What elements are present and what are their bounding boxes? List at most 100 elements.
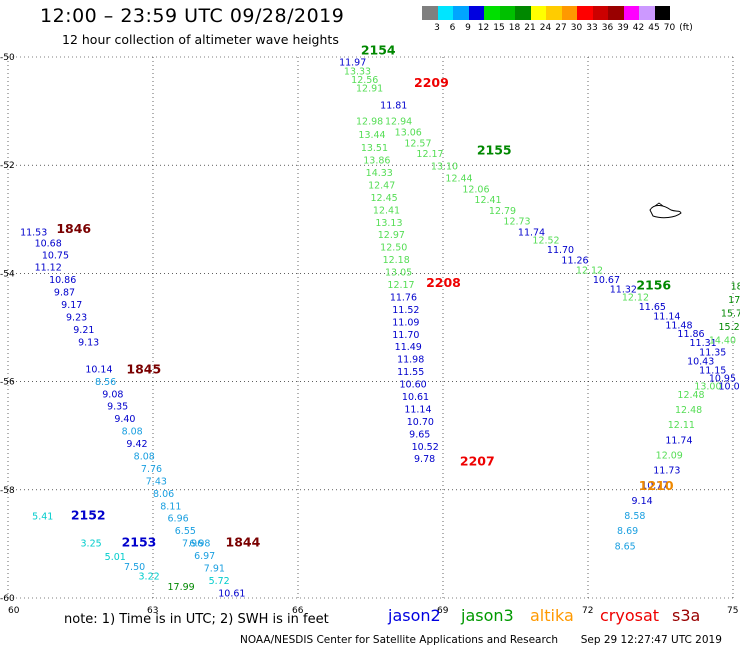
wave-height-reading: 5.41	[32, 512, 53, 523]
lon-tick-label: 63	[147, 606, 158, 616]
wave-height-reading: 12.48	[677, 390, 704, 401]
wave-height-reading: 10.77	[641, 481, 668, 492]
wave-height-reading: 9.21	[73, 325, 94, 336]
legend-swatch	[453, 6, 469, 20]
wave-height-reading: 12.17	[387, 280, 414, 291]
wave-height-reading: 9.78	[414, 454, 435, 465]
wave-height-reading: 13.10	[431, 162, 458, 173]
legend-label: 3	[434, 23, 440, 33]
lat-tick-label: -56	[0, 378, 15, 388]
wave-height-reading: 14.40	[709, 336, 736, 347]
wave-height-reading: 6.55	[175, 526, 196, 537]
wave-height-reading: 7.50	[124, 562, 145, 573]
pass-id-label: 2207	[460, 453, 495, 468]
wave-height-reading: 12.47	[368, 180, 395, 191]
legend-label: 70	[663, 23, 676, 33]
wave-height-reading: 12.45	[371, 193, 398, 204]
pass-id-label: 2208	[426, 275, 461, 290]
wave-height-reading: 12.11	[668, 420, 695, 431]
pass-id-label: 2209	[414, 75, 449, 90]
wave-height-reading: 9.42	[126, 439, 147, 450]
wave-height-reading: 12.79	[489, 206, 516, 217]
wave-height-reading: 11.86	[677, 329, 704, 340]
wave-height-reading: 13.06	[395, 127, 422, 138]
units-note: note: 1) Time is in UTC; 2) SWH is in fe…	[64, 612, 329, 627]
credit-line: NOAA/NESDIS Center for Satellite Applica…	[240, 634, 722, 646]
lon-tick-label: 66	[292, 606, 304, 616]
wave-height-reading: 9.14	[632, 496, 653, 507]
wave-height-reading: 7.91	[204, 563, 225, 574]
wave-height-reading: 9.17	[61, 300, 82, 311]
wave-height-reading: 11.48	[665, 321, 692, 332]
wave-height-reading: 10.43	[687, 356, 714, 367]
wave-height-reading: 10.61	[402, 392, 429, 403]
wave-height-reading: 8.08	[122, 427, 143, 438]
wave-height-reading: 9.13	[78, 337, 99, 348]
wave-height-reading: 10.61	[218, 588, 245, 599]
wave-height-reading: 11.74	[518, 228, 545, 239]
wave-height-reading: 12.65	[332, 49, 359, 60]
lat-tick-label: -58	[0, 486, 15, 496]
wave-height-reading: 7.76	[141, 464, 162, 475]
wave-height-reading: 12.48	[675, 405, 702, 416]
wave-height-reading: 3.22	[139, 572, 160, 583]
legend-swatch	[639, 6, 655, 20]
wave-height-reading: 9.87	[54, 288, 75, 299]
wave-height-reading: 12.17	[416, 149, 443, 160]
legend-label: 33	[586, 23, 598, 33]
wave-height-reading: 10.67	[593, 275, 620, 286]
wave-height-reading: 9.35	[107, 402, 128, 413]
wave-height-reading: 3.25	[81, 539, 102, 550]
wave-height-reading: 11.52	[392, 305, 419, 316]
wave-height-reading: 6.96	[168, 514, 189, 525]
wave-height-reading: 11.12	[35, 263, 62, 274]
wave-height-reading: 5.72	[209, 576, 230, 587]
pass-id-label: 2154	[361, 42, 396, 57]
wave-height-reading: 11.97	[339, 58, 366, 69]
page-title: 12:00 – 23:59 UTC 09/28/2019	[40, 5, 345, 27]
satellite-s3a: s3a	[672, 606, 701, 625]
wave-height-reading: 11.49	[395, 342, 422, 353]
pass-id-label: 1844	[226, 535, 261, 550]
wave-height-reading: 6.97	[194, 551, 215, 562]
wave-height-reading: 9.40	[114, 414, 135, 425]
wave-height-reading: 13.00	[694, 382, 721, 393]
legend-swatch	[592, 6, 608, 20]
wave-height-reading: 11.70	[392, 330, 419, 341]
legend-swatch	[561, 6, 577, 20]
wave-height-reading: 11.31	[690, 338, 717, 349]
legend-label: 21	[524, 23, 536, 33]
wave-height-reading: 14.33	[366, 168, 393, 179]
wave-height-reading: 13.13	[375, 218, 402, 229]
legend-swatch	[608, 6, 624, 20]
wave-height-reading: 11.35	[699, 348, 726, 359]
lat-tick-label: -54	[0, 269, 15, 279]
legend-swatch	[577, 6, 593, 20]
legend-label: 27	[555, 23, 567, 33]
wave-height-reading: 12.12	[622, 292, 649, 303]
legend-swatch	[546, 6, 562, 20]
wave-height-reading: 10.95	[709, 374, 736, 385]
wave-height-reading: 12.91	[356, 84, 383, 95]
legend-swatch	[468, 6, 484, 20]
wave-height-reading: 11.73	[653, 466, 680, 477]
island-coastline-detail	[654, 202, 664, 207]
legend-swatch	[654, 6, 670, 20]
legend-label: 18	[508, 23, 521, 33]
wave-height-reading: 12.41	[373, 205, 400, 216]
wave-height-reading: 10.52	[412, 442, 439, 453]
wave-height-reading: 11.09	[392, 317, 419, 328]
wave-height-reading: 15.78	[721, 309, 740, 320]
legend-swatch	[437, 6, 453, 20]
pass-id-label: 2155	[477, 142, 512, 157]
wave-height-reading: 7.43	[146, 476, 167, 487]
lat-tick-label: -60	[0, 594, 15, 604]
legend-swatch	[422, 6, 438, 20]
wave-height-reading: 10.68	[35, 238, 62, 249]
wave-height-reading: 17.99	[168, 582, 195, 593]
wave-height-reading: 9.65	[409, 429, 430, 440]
wave-height-reading: 11.81	[380, 100, 407, 111]
legend-label: 9	[465, 23, 471, 33]
